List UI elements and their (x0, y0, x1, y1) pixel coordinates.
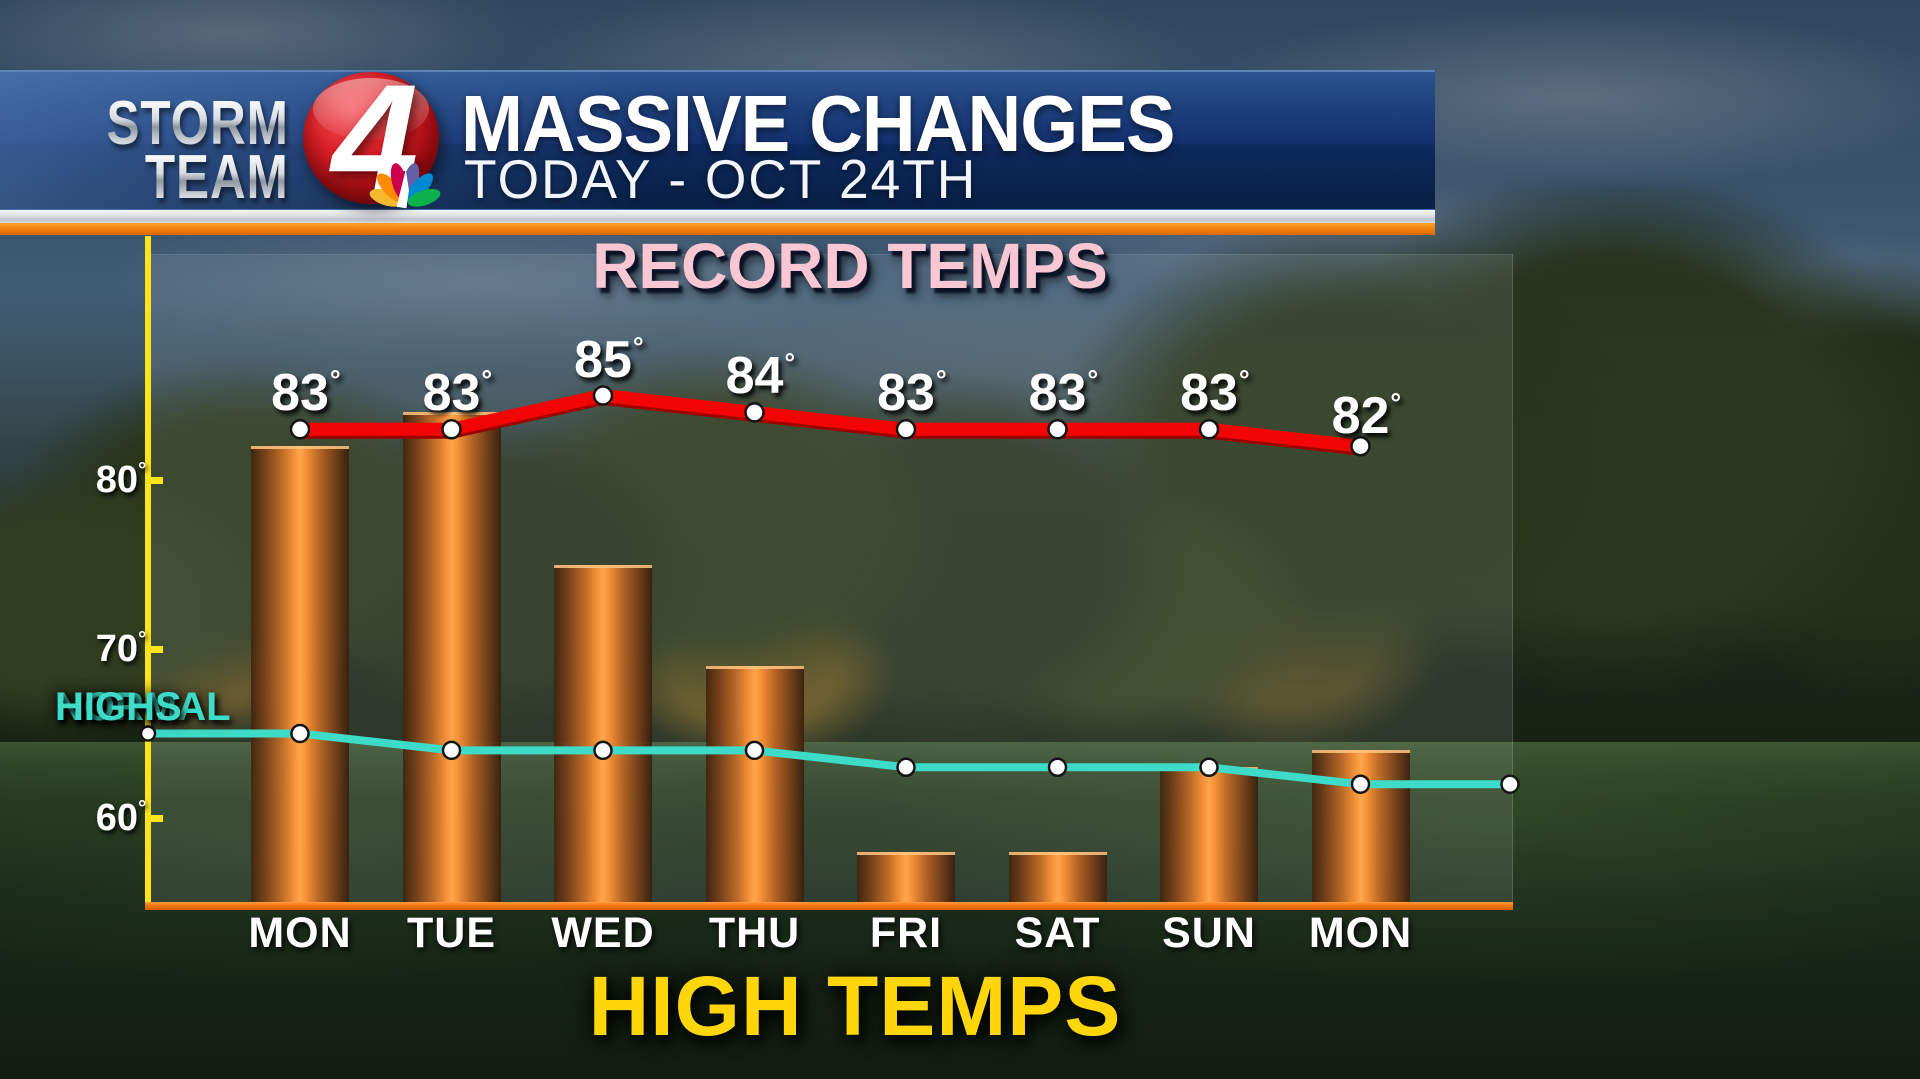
day-label-mon-0: MON (248, 909, 352, 957)
channel-4-red-circle (303, 72, 439, 204)
day-label-tue-1: TUE (407, 909, 496, 957)
chart-glass-panel (150, 254, 1513, 904)
banner-orange-stripe (0, 223, 1435, 235)
day-label-sat-5: SAT (1014, 909, 1101, 957)
y-axis-label-70: 70 ° (95, 628, 147, 670)
banner-silver-stripe (0, 210, 1435, 223)
logo-text-storm: STORM (106, 89, 289, 158)
high-temp-bar-thu-3 (705, 665, 804, 904)
record-temp-value-tue-1: 83 ° (422, 364, 493, 423)
page-subtitle: TODAY - OCT 24TH (464, 148, 978, 210)
high-temp-bar-tue-1 (402, 412, 501, 904)
day-label-mon-7: MON (1308, 909, 1413, 957)
high-temp-bar-mon-0 (251, 446, 349, 904)
high-temp-bar-fri-4 (857, 851, 955, 904)
header-banner (0, 70, 1435, 210)
x-axis-baseline (145, 902, 1513, 910)
y-axis-label-60: 60 ° (95, 797, 147, 839)
high-temp-bar-wed-2 (554, 564, 652, 904)
logo-gloss-highlight (313, 78, 429, 140)
high-temp-bar-sat-5 (1008, 851, 1107, 904)
record-temp-value-mon-7: 82 ° (1331, 387, 1402, 446)
normal-highs-legend-line1: NORMAL (55, 685, 231, 729)
y-axis-label-80: 80 ° (95, 459, 147, 501)
high-temps-title: HIGH TEMPS (588, 959, 1122, 1053)
y-axis-line (145, 236, 151, 906)
y-axis-tick-70 (145, 645, 163, 653)
day-label-wed-2: WED (551, 909, 655, 957)
normal-highs-legend-line2: HIGHS (55, 685, 182, 729)
record-temp-value-wed-2: 85 ° (574, 330, 644, 389)
page-title: MASSIVE CHANGES (461, 79, 1176, 168)
record-temp-value-thu-3: 84 ° (725, 347, 796, 406)
record-temp-value-sun-6: 83 ° (1180, 364, 1250, 423)
day-label-sun-6: SUN (1162, 909, 1256, 957)
y-axis-tick-60 (145, 814, 163, 822)
nbc-peacock-icon (369, 163, 441, 209)
day-label-fri-4: FRI (869, 909, 943, 957)
record-temp-value-mon-0: 83 ° (271, 364, 341, 423)
y-axis-tick-80 (145, 476, 163, 484)
record-temp-value-sat-5: 83 ° (1028, 364, 1099, 423)
logo-text-team: TEAM (145, 143, 289, 212)
record-temps-title: RECORD TEMPS (592, 230, 1108, 302)
day-label-thu-3: THU (708, 909, 801, 957)
record-temp-value-fri-4: 83 ° (877, 364, 947, 423)
